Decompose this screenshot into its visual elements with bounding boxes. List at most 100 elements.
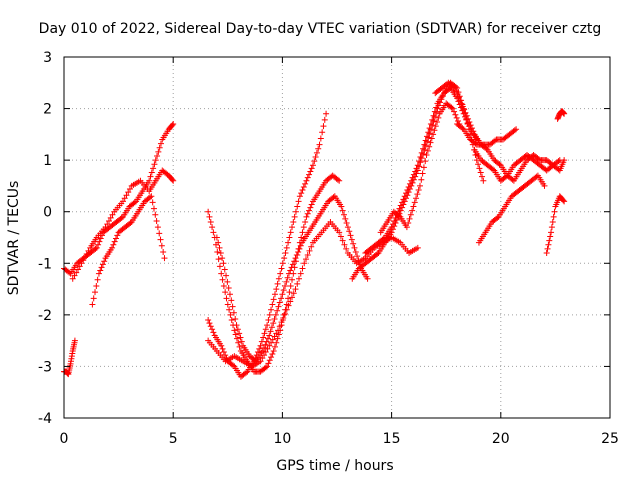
data-point-marker (414, 244, 421, 251)
data-point-marker (511, 127, 518, 134)
data-point-marker (205, 208, 212, 215)
data-point-marker (280, 287, 287, 294)
data-point-marker (423, 138, 430, 145)
data-point-marker (261, 330, 268, 337)
data-point-marker (232, 315, 239, 322)
data-point-marker (348, 236, 355, 243)
data-point-marker (216, 244, 223, 251)
data-point-marker (98, 264, 105, 271)
data-point-marker (430, 117, 437, 124)
data-point-marker (219, 276, 226, 283)
data-series (61, 79, 568, 380)
data-point-marker (450, 83, 457, 90)
data-point-marker (477, 169, 484, 176)
data-point-marker (351, 244, 358, 251)
data-point-marker (66, 269, 73, 276)
x-tick-label: 0 (60, 431, 69, 447)
x-tick-label: 15 (383, 431, 401, 447)
data-point-marker (417, 154, 424, 161)
data-point-marker (270, 320, 277, 327)
data-point-marker (266, 342, 273, 349)
data-point-marker (425, 134, 432, 141)
data-point-marker (431, 113, 438, 120)
data-point-marker (92, 245, 99, 252)
data-point-marker (93, 282, 100, 289)
data-point-marker (302, 219, 309, 226)
data-point-marker (380, 235, 387, 242)
data-point-marker (76, 263, 83, 270)
data-point-marker (461, 106, 468, 113)
data-point-marker (560, 197, 567, 204)
data-point-marker (154, 153, 161, 160)
data-point-marker (342, 215, 349, 222)
data-point-marker (433, 109, 440, 116)
data-point-marker (283, 244, 290, 251)
data-point-marker (533, 173, 540, 180)
data-point-marker (288, 264, 295, 271)
data-point-marker (472, 140, 479, 147)
data-point-marker (148, 169, 155, 176)
data-point-marker (455, 94, 462, 101)
data-point-marker (311, 158, 318, 165)
data-point-marker (299, 229, 306, 236)
data-point-marker (457, 97, 464, 104)
data-point-marker (431, 127, 438, 134)
data-point-marker (315, 145, 322, 152)
data-point-marker (503, 173, 510, 180)
data-point-marker (119, 198, 126, 205)
data-point-marker (272, 311, 279, 318)
y-tick-label: -1 (38, 256, 52, 272)
data-point-marker (228, 317, 235, 324)
plot-frame (63, 56, 611, 419)
data-point-marker (433, 104, 440, 111)
data-point-marker (121, 195, 128, 202)
data-point-marker (271, 343, 278, 350)
data-point-marker (210, 229, 217, 236)
data-point-marker (225, 285, 232, 292)
data-point-marker (295, 198, 302, 205)
data-point-marker (403, 224, 410, 231)
series-arc-01 (61, 337, 78, 378)
data-point-marker (206, 213, 213, 220)
data-point-marker (157, 140, 164, 147)
data-point-marker (286, 234, 293, 241)
data-point-marker (401, 193, 408, 200)
data-point-marker (230, 362, 237, 369)
data-point-marker (289, 261, 296, 268)
data-point-marker (273, 330, 280, 337)
data-point-marker (334, 176, 341, 183)
data-point-marker (112, 235, 119, 242)
data-point-marker (97, 235, 104, 242)
data-point-marker (555, 158, 562, 165)
data-point-marker (343, 220, 350, 227)
data-point-marker (99, 261, 106, 268)
data-point-marker (262, 364, 269, 371)
data-point-marker (347, 232, 354, 239)
data-point-marker (492, 137, 499, 144)
data-point-marker (97, 267, 104, 274)
axis-ticks: 0 5 10 15 20 25 -4 -3 -2 -1 0 1 2 3 (38, 50, 619, 447)
data-point-marker (544, 245, 551, 252)
data-point-marker (74, 266, 81, 273)
data-point-marker (561, 198, 568, 205)
y-tick-label: 2 (43, 102, 52, 118)
y-tick-label: -2 (38, 308, 52, 324)
data-point-marker (489, 166, 496, 173)
data-point-marker (426, 125, 433, 132)
data-point-marker (427, 126, 434, 133)
data-point-marker (223, 272, 230, 279)
data-point-marker (302, 256, 309, 263)
y-tick-label: 0 (43, 205, 52, 221)
data-point-marker (274, 280, 281, 287)
data-point-marker (415, 187, 422, 194)
data-point-marker (423, 151, 430, 158)
data-point-marker (270, 296, 277, 303)
data-point-marker (304, 252, 311, 259)
data-point-marker (290, 219, 297, 226)
data-point-marker (308, 243, 315, 250)
data-point-marker (411, 199, 418, 206)
data-point-marker (301, 260, 308, 267)
data-point-marker (267, 328, 274, 335)
data-point-marker (453, 114, 460, 121)
data-point-marker (406, 215, 413, 222)
